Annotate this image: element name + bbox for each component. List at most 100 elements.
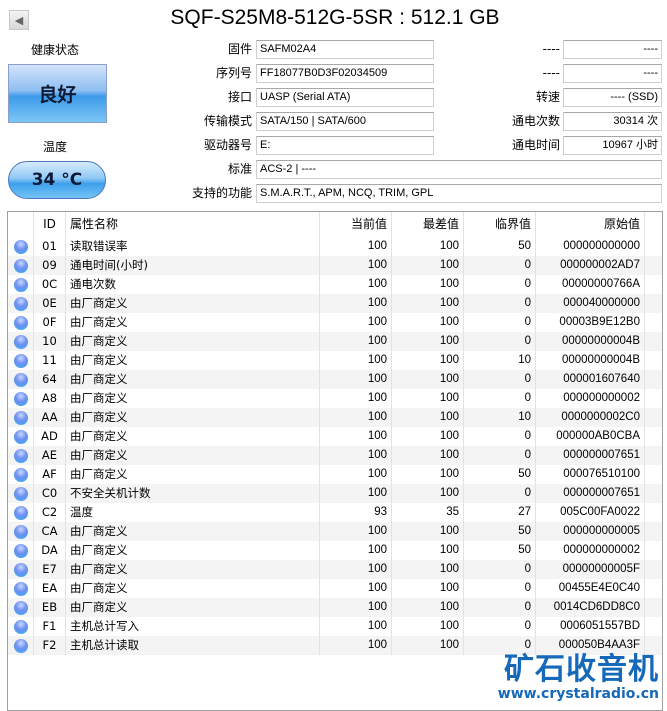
interface-label: 接口 [227,90,252,104]
cell: 100 [392,294,464,313]
table-row[interactable]: EA 由厂商定义 100 100 0 00455E4E0C40 [8,579,662,598]
table-row[interactable]: 64 由厂商定义 100 100 0 000001607640 [8,370,662,389]
cell: DA [34,541,66,560]
status-cell [8,465,34,484]
temperature-button[interactable]: 34 °C [8,161,106,199]
table-row[interactable]: A8 由厂商定义 100 100 0 000000000002 [8,389,662,408]
cell: 100 [392,427,464,446]
cell: 0 [464,617,536,636]
status-good-icon [13,562,28,577]
cell: 0014CD6DD8C0 [536,598,645,617]
cell: CA [34,522,66,541]
cell: 100 [392,370,464,389]
transfer-field: SATA/150 | SATA/600 [256,112,434,131]
table-row[interactable]: F1 主机总计写入 100 100 0 0006051557BD [8,617,662,636]
cell: 50 [464,522,536,541]
cell: 100 [320,351,392,370]
table-row[interactable]: DA 由厂商定义 100 100 50 000000000002 [8,541,662,560]
cell: 由厂商定义 [66,465,320,484]
standard-field: ACS-2 | ---- [256,160,662,179]
cell: 50 [464,465,536,484]
cell: 000000000002 [536,389,645,408]
status-cell [8,484,34,503]
cell: 005C00FA0022 [536,503,645,522]
cell: 000076510100 [536,465,645,484]
cell: 000000007651 [536,446,645,465]
power-hours-field: 10967 小时 [563,136,662,155]
cell: 100 [320,446,392,465]
health-status-button[interactable]: 良好 [8,64,107,123]
table-row[interactable]: C0 不安全关机计数 100 100 0 000000007651 [8,484,662,503]
status-good-icon [13,315,28,330]
status-good-icon [13,467,28,482]
cell: 100 [320,370,392,389]
cell: 0 [464,598,536,617]
cell: 100 [392,408,464,427]
cell: 由厂商定义 [66,598,320,617]
column-header[interactable]: 临界值 [464,212,536,237]
cell: 100 [320,256,392,275]
status-good-icon [13,334,28,349]
table-row[interactable]: 10 由厂商定义 100 100 0 00000000004B [8,332,662,351]
column-header[interactable]: 最差值 [392,212,464,237]
cell: 000050B4AA3F [536,636,645,655]
table-row[interactable]: AE 由厂商定义 100 100 0 000000007651 [8,446,662,465]
table-row[interactable]: AD 由厂商定义 100 100 0 000000AB0CBA [8,427,662,446]
cell: F1 [34,617,66,636]
column-header[interactable] [8,212,34,237]
cell: 100 [392,237,464,256]
status-cell [8,446,34,465]
table-row[interactable]: 0F 由厂商定义 100 100 0 00003B9E12B0 [8,313,662,332]
status-cell [8,313,34,332]
cell: 0006051557BD [536,617,645,636]
table-row[interactable]: CA 由厂商定义 100 100 50 000000000005 [8,522,662,541]
cell: AF [34,465,66,484]
r2-label: ---- [542,66,560,80]
cell: 100 [392,256,464,275]
cell: 由厂商定义 [66,427,320,446]
table-row[interactable]: 09 通电时间(小时) 100 100 0 000000002AD7 [8,256,662,275]
table-row[interactable]: 11 由厂商定义 100 100 10 00000000004B [8,351,662,370]
status-good-icon [13,239,28,254]
table-row[interactable]: F2 主机总计读取 100 100 0 000050B4AA3F [8,636,662,655]
status-cell [8,617,34,636]
cell: 100 [392,389,464,408]
status-good-icon [13,429,28,444]
smart-attributes-table: ID 属性名称 当前值 最差值 临界值 原始值 01 读取错误率 100 100 50 000000… [7,211,663,711]
cell: 0 [464,579,536,598]
column-header[interactable]: 属性名称 [66,212,320,237]
cell: 000001607640 [536,370,645,389]
column-header[interactable]: ID [34,212,66,237]
table-row[interactable]: AA 由厂商定义 100 100 10 0000000002C0 [8,408,662,427]
status-good-icon [13,619,28,634]
table-row[interactable]: 0E 由厂商定义 100 100 0 000040000000 [8,294,662,313]
cell: 100 [320,579,392,598]
cell: 由厂商定义 [66,408,320,427]
table-row[interactable]: AF 由厂商定义 100 100 50 000076510100 [8,465,662,484]
status-good-icon [13,258,28,273]
cell: 100 [320,294,392,313]
watermark-url: www.crystalradio.cn [497,686,659,702]
cell: 09 [34,256,66,275]
cell: 100 [392,313,464,332]
firmware-label: 固件 [227,42,252,56]
cell: EA [34,579,66,598]
cell: 100 [392,617,464,636]
cell: 100 [320,522,392,541]
column-header[interactable]: 当前值 [320,212,392,237]
table-row[interactable]: 01 读取错误率 100 100 50 000000000000 [8,237,662,256]
cell: 100 [320,541,392,560]
cell: 由厂商定义 [66,313,320,332]
cell: 0 [464,446,536,465]
previous-drive-button[interactable]: ◀ [9,10,29,30]
cell: 35 [392,503,464,522]
cell: 0 [464,256,536,275]
table-row[interactable]: 0C 通电次数 100 100 0 00000000766A [8,275,662,294]
cell: 由厂商定义 [66,351,320,370]
table-row[interactable]: EB 由厂商定义 100 100 0 0014CD6DD8C0 [8,598,662,617]
cell: 100 [392,579,464,598]
table-row[interactable]: E7 由厂商定义 100 100 0 00000000005F [8,560,662,579]
table-row[interactable]: C2 温度 93 35 27 005C00FA0022 [8,503,662,522]
cell: 由厂商定义 [66,332,320,351]
column-header[interactable]: 原始值 [536,212,645,237]
